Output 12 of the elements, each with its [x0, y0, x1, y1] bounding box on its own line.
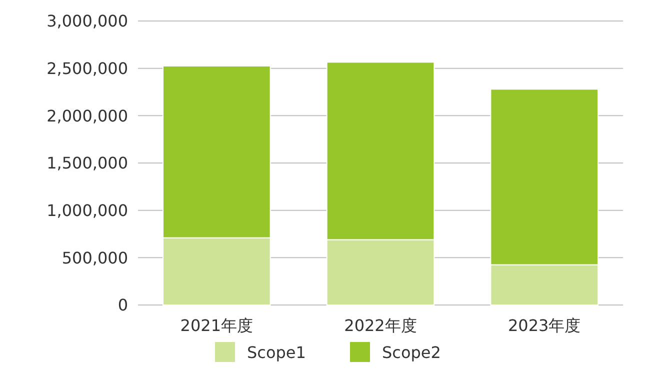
x-tick-label: 2021年度: [180, 316, 254, 335]
y-tick-label: 2,500,000: [46, 58, 128, 78]
x-tick-label: 2022年度: [344, 316, 417, 335]
y-tick-label: 500,000: [62, 248, 128, 268]
legend-label: Scope2: [382, 343, 441, 362]
y-tick-label: 1,000,000: [46, 200, 128, 220]
y-tick-label: 3,000,000: [46, 12, 128, 31]
x-tick-label: 2023年度: [508, 316, 581, 335]
y-tick-label: 1,500,000: [46, 154, 128, 173]
legend-label: Scope1: [247, 343, 306, 362]
y-tick-label: 2,000,000: [46, 106, 128, 126]
y-tick-label: 0: [118, 296, 128, 315]
